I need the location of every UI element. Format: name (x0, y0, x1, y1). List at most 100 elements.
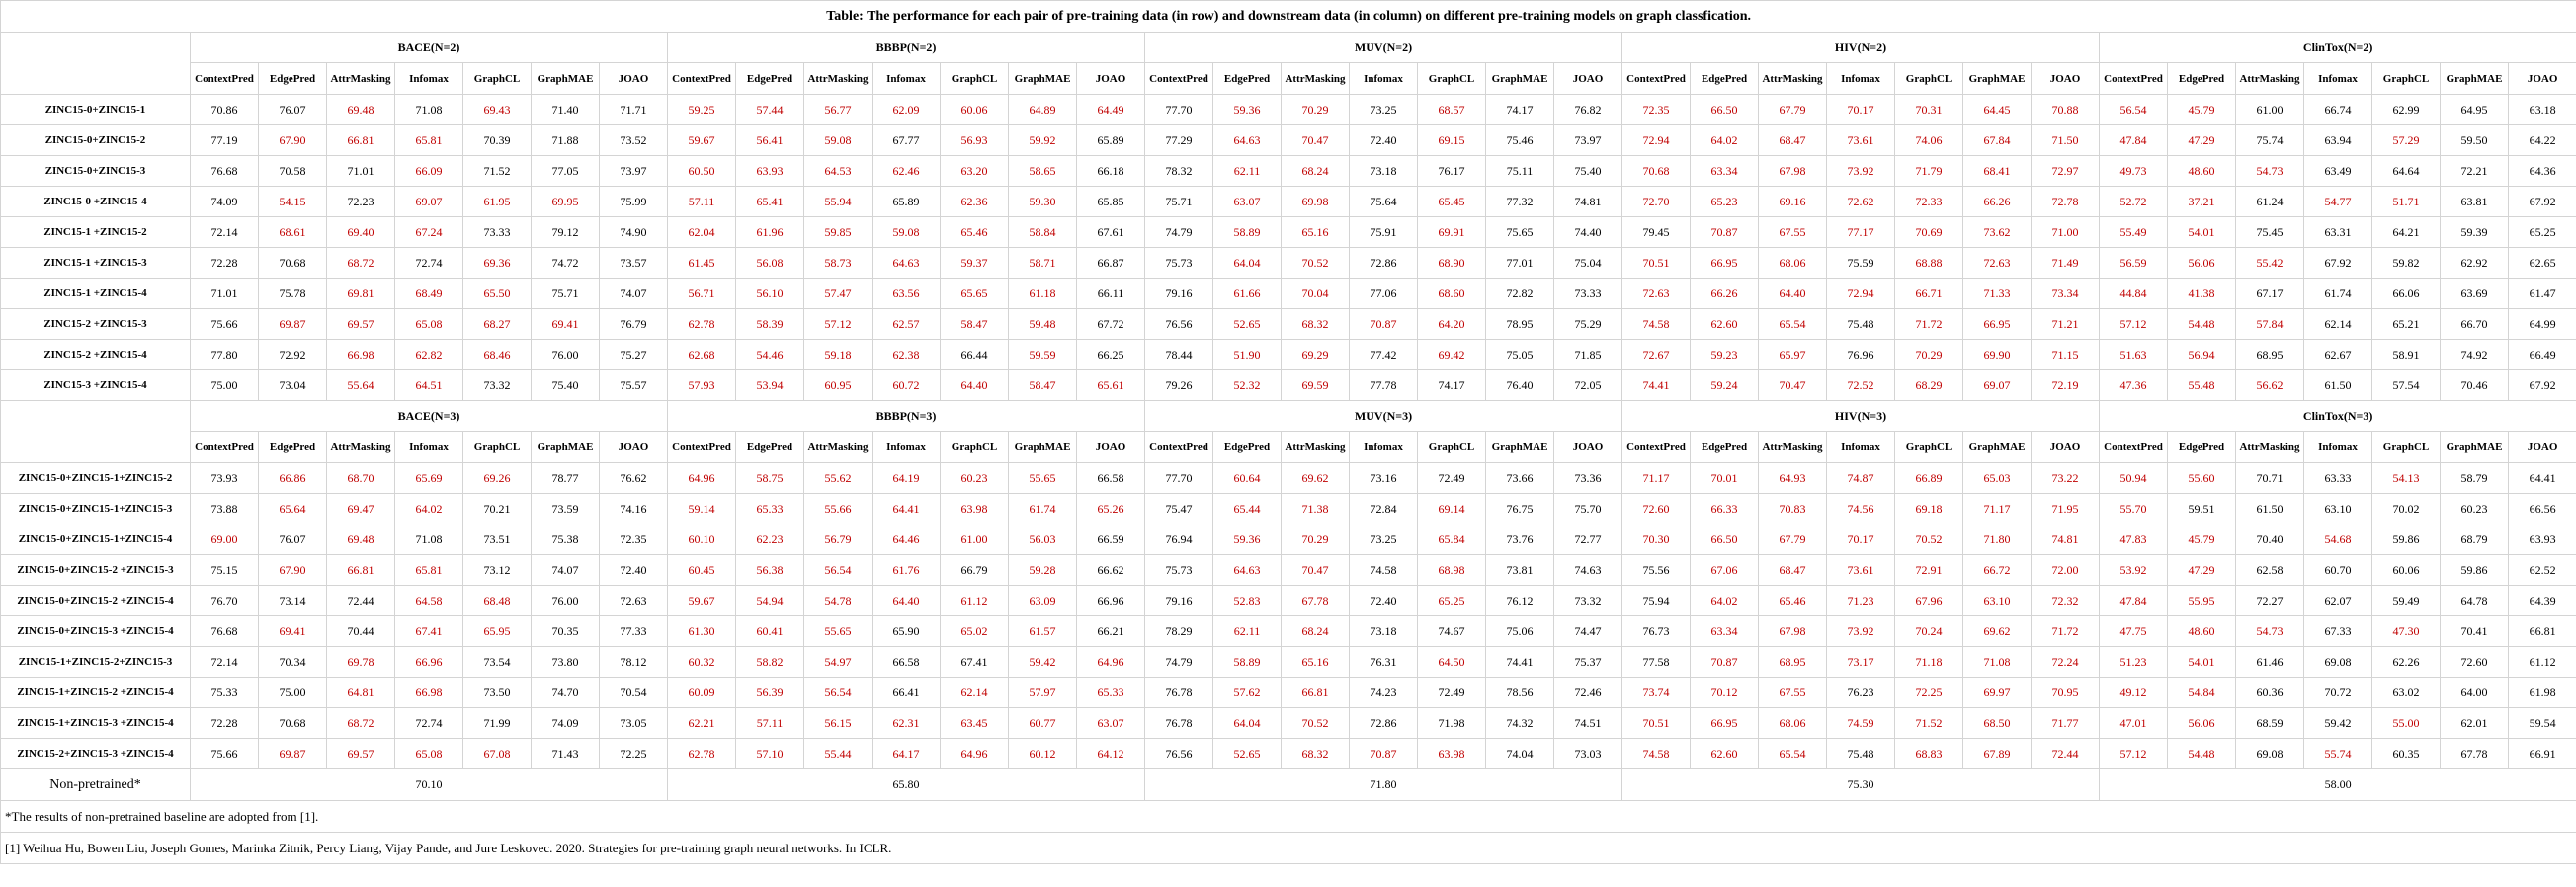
value-cell: 66.56 (2507, 493, 2576, 524)
value-cell: 73.14 (258, 585, 327, 616)
value-cell: 69.43 (462, 94, 532, 125)
method-header: EdgePred (1690, 431, 1759, 463)
value-cell: 61.18 (1008, 278, 1077, 309)
method-header: GraphMAE (531, 431, 600, 463)
value-cell: 73.93 (190, 462, 259, 494)
row-label: ZINC15-0+ZINC15-1 (0, 94, 191, 125)
value-cell: 71.50 (2031, 124, 2100, 156)
method-header: ContextPred (1621, 62, 1691, 95)
value-cell: 64.02 (1690, 585, 1759, 616)
value-cell: 69.26 (462, 462, 532, 494)
value-cell: 55.74 (2303, 738, 2372, 769)
value-cell: 72.44 (326, 585, 395, 616)
value-cell: 71.99 (462, 707, 532, 739)
value-cell: 63.10 (2303, 493, 2372, 524)
value-cell: 65.46 (1758, 585, 1827, 616)
value-cell: 64.22 (2507, 124, 2576, 156)
value-cell: 79.12 (531, 216, 600, 248)
method-header: Infomax (1349, 431, 1418, 463)
value-cell: 64.81 (326, 677, 395, 708)
method-header: GraphMAE (1962, 431, 2032, 463)
value-cell: 61.95 (462, 186, 532, 217)
value-cell: 73.52 (599, 124, 668, 156)
value-cell: 60.45 (667, 554, 736, 586)
value-cell: 66.59 (1076, 524, 1145, 555)
value-cell: 64.40 (872, 585, 941, 616)
value-cell: 62.78 (667, 308, 736, 340)
value-cell: 68.72 (326, 247, 395, 279)
value-cell: 72.94 (1621, 124, 1691, 156)
value-cell: 71.33 (1962, 278, 2032, 309)
value-cell: 79.16 (1144, 585, 1213, 616)
row-label: ZINC15-1+ZINC15-2 +ZINC15-4 (0, 677, 191, 708)
value-cell: 66.21 (1076, 615, 1145, 647)
value-cell: 66.50 (1690, 524, 1759, 555)
value-cell: 67.55 (1758, 216, 1827, 248)
value-cell: 62.23 (735, 524, 804, 555)
value-cell: 45.79 (2167, 524, 2236, 555)
method-header: GraphCL (1894, 62, 1963, 95)
value-cell: 74.90 (599, 216, 668, 248)
value-cell: 62.58 (2235, 554, 2304, 586)
table-row: ZINC15-1+ZINC15-2+ZINC15-3 72.14 70.34 69.7… (0, 646, 2576, 678)
table-row: ZINC15-1 +ZINC15-2 72.14 68.61 69.40 67.24 73… (0, 216, 2576, 248)
value-cell: 62.14 (940, 677, 1009, 708)
value-cell: 66.91 (2507, 738, 2576, 769)
value-cell: 63.18 (2507, 94, 2576, 125)
method-header: EdgePred (735, 62, 804, 95)
row-label: ZINC15-0+ZINC15-1+ZINC15-3 (0, 493, 191, 524)
row-label: ZINC15-0+ZINC15-2 +ZINC15-3 (0, 554, 191, 586)
method-header: GraphCL (462, 431, 532, 463)
value-cell: 62.11 (1212, 615, 1282, 647)
value-cell: 63.45 (940, 707, 1009, 739)
value-cell: 54.73 (2235, 615, 2304, 647)
value-cell: 47.75 (2099, 615, 2168, 647)
value-cell: 70.21 (462, 493, 532, 524)
value-cell: 54.77 (2303, 186, 2372, 217)
value-cell: 66.98 (394, 677, 463, 708)
value-cell: 68.06 (1758, 707, 1827, 739)
value-cell: 74.56 (1826, 493, 1895, 524)
value-cell: 66.41 (872, 677, 941, 708)
value-cell: 55.42 (2235, 247, 2304, 279)
value-cell: 64.04 (1212, 247, 1282, 279)
value-cell: 68.95 (1758, 646, 1827, 678)
value-cell: 64.17 (872, 738, 941, 769)
value-cell: 60.32 (667, 646, 736, 678)
value-cell: 70.41 (2440, 615, 2509, 647)
value-cell: 56.06 (2167, 247, 2236, 279)
value-cell: 74.59 (1826, 707, 1895, 739)
value-cell: 63.33 (2303, 462, 2372, 494)
value-cell: 74.47 (1553, 615, 1622, 647)
value-cell: 74.32 (1485, 707, 1554, 739)
value-cell: 70.34 (258, 646, 327, 678)
value-cell: 56.38 (735, 554, 804, 586)
value-cell: 57.29 (2371, 124, 2441, 156)
value-cell: 71.18 (1894, 646, 1963, 678)
value-cell: 70.46 (2440, 369, 2509, 401)
value-cell: 72.33 (1894, 186, 1963, 217)
value-cell: 71.08 (394, 94, 463, 125)
value-cell: 64.46 (872, 524, 941, 555)
table-row: ZINC15-0+ZINC15-1 70.86 76.07 69.48 71.08 69.… (0, 94, 2576, 125)
value-cell: 75.40 (531, 369, 600, 401)
value-cell: 71.17 (1962, 493, 2032, 524)
value-cell: 56.54 (803, 554, 873, 586)
value-cell: 65.69 (394, 462, 463, 494)
value-cell: 73.04 (258, 369, 327, 401)
value-cell: 75.71 (531, 278, 600, 309)
value-cell: 68.57 (1417, 94, 1486, 125)
value-cell: 56.79 (803, 524, 873, 555)
value-cell: 71.95 (2031, 493, 2100, 524)
value-cell: 63.10 (1962, 585, 2032, 616)
dataset-header: BACE(N=2) (190, 32, 668, 63)
value-cell: 66.50 (1690, 94, 1759, 125)
value-cell: 77.06 (1349, 278, 1418, 309)
value-cell: 64.04 (1212, 707, 1282, 739)
value-cell: 64.58 (394, 585, 463, 616)
dataset-header: ClinTox(N=3) (2098, 400, 2576, 432)
value-cell: 56.54 (803, 677, 873, 708)
method-header: AttrMasking (803, 431, 873, 463)
value-cell: 74.72 (531, 247, 600, 279)
value-cell: 67.55 (1758, 677, 1827, 708)
